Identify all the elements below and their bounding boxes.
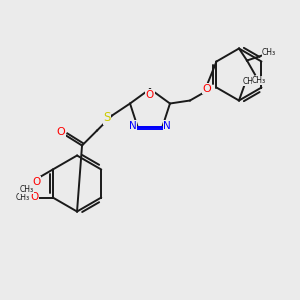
Text: O: O bbox=[202, 83, 211, 94]
Text: CH₃: CH₃ bbox=[252, 76, 266, 85]
Text: O: O bbox=[31, 191, 39, 202]
Text: N: N bbox=[129, 121, 136, 131]
Text: CH₃: CH₃ bbox=[20, 185, 34, 194]
Text: CH₃: CH₃ bbox=[243, 77, 257, 86]
Text: O: O bbox=[146, 90, 154, 100]
Text: S: S bbox=[103, 111, 111, 124]
Text: N: N bbox=[164, 121, 171, 131]
Text: CH₃: CH₃ bbox=[262, 48, 276, 57]
Text: CH₃: CH₃ bbox=[16, 193, 30, 202]
Text: O: O bbox=[33, 176, 41, 187]
Text: O: O bbox=[57, 127, 65, 136]
